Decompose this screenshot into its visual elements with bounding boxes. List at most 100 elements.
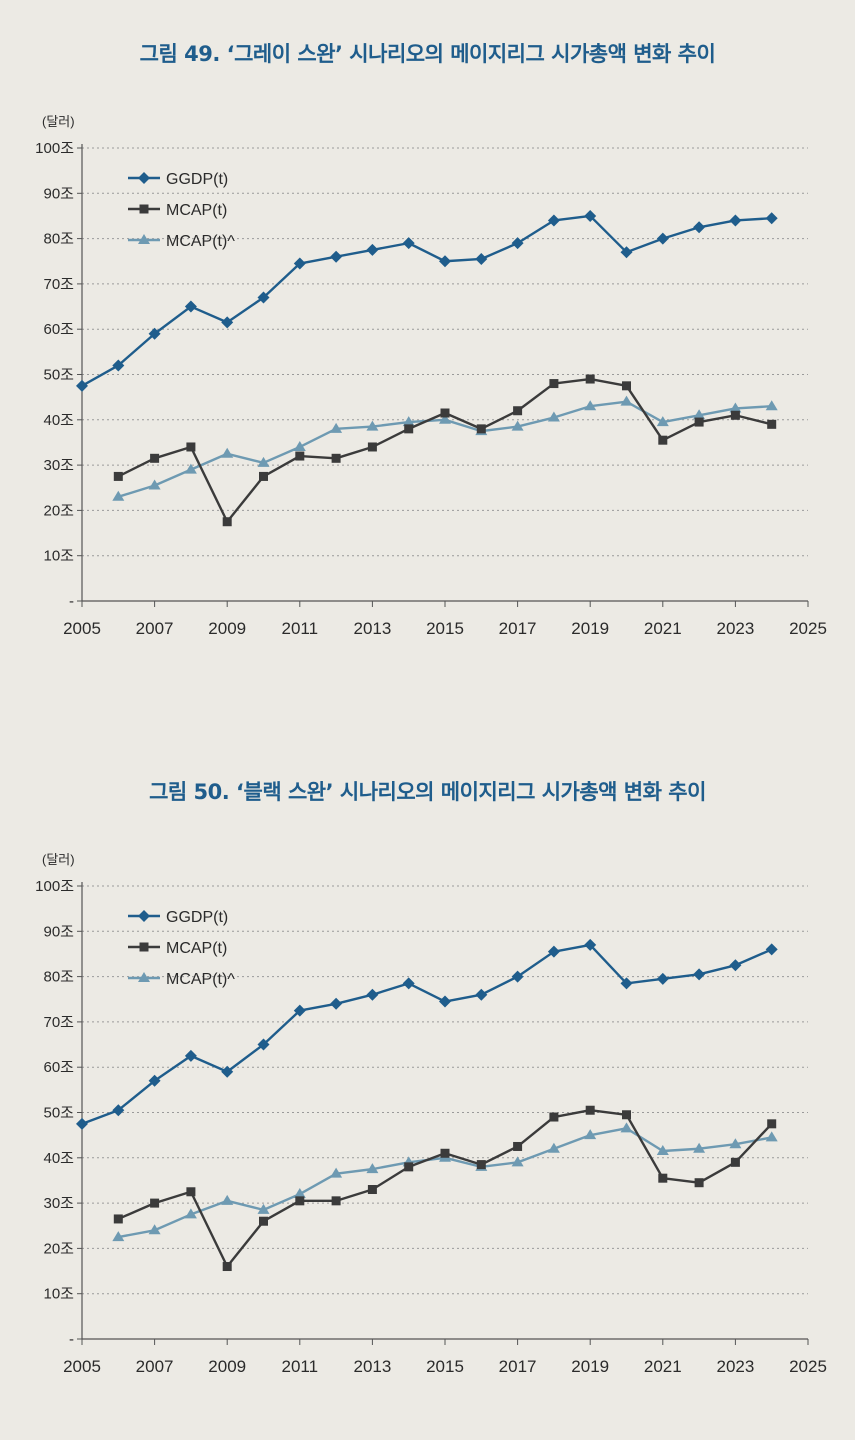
figure-49-chart: (달러) - 10조 20조 30조 40조 50조 60조 70조 80조 90조 100조 2005… — [35, 114, 827, 638]
data-point — [402, 237, 415, 250]
data-point — [295, 451, 305, 461]
data-point — [549, 1112, 559, 1122]
data-point — [113, 1214, 123, 1224]
figure-50-title: 그림 50. ‘블랙 스완’ 시나리오의 메이지리그 시가총액 변화 추이 — [149, 780, 706, 804]
data-point — [584, 209, 597, 222]
legend-swatch-marker — [139, 204, 149, 214]
data-point — [511, 237, 524, 250]
y-tick-label: 30조 — [44, 457, 75, 474]
legend-label: MCAP(t)^ — [166, 233, 235, 250]
x-tick-label: 2005 — [63, 619, 101, 638]
data-point — [513, 1141, 523, 1151]
y-tick-label: 20조 — [44, 502, 75, 519]
x-tick-label: 2013 — [353, 619, 391, 638]
legend-label: GGDP(t) — [166, 171, 228, 188]
legend-swatch-marker — [138, 172, 150, 184]
data-point — [293, 257, 306, 270]
data-point — [584, 938, 597, 951]
x-tick-label: 2013 — [353, 1357, 391, 1376]
x-tick-label: 2017 — [499, 619, 537, 638]
x-tick-label: 2021 — [644, 619, 682, 638]
data-point — [76, 379, 88, 392]
data-point — [186, 1187, 196, 1197]
data-point — [439, 995, 451, 1008]
y-tick-label: 60조 — [44, 321, 75, 338]
y-tick-label: 30조 — [44, 1195, 75, 1212]
data-point — [221, 1065, 234, 1078]
y-tick-label: 40조 — [44, 1150, 75, 1167]
legend: GGDP(t) MCAP(t) MCAP(t)^ — [128, 171, 235, 250]
data-point — [221, 316, 234, 329]
data-point — [257, 456, 270, 467]
data-point — [729, 402, 742, 413]
data-point — [330, 250, 343, 263]
x-tick-label: 2007 — [136, 1357, 174, 1376]
series-line — [81, 943, 773, 1125]
series-line — [81, 214, 772, 387]
data-point — [730, 1157, 740, 1167]
data-point — [221, 447, 234, 458]
y-tick-label: 10조 — [44, 1286, 75, 1303]
data-point — [622, 1110, 631, 1120]
data-point — [148, 479, 161, 490]
legend-item: MCAP(t) — [128, 940, 227, 957]
data-point — [404, 1162, 414, 1172]
y-unit-label: (달러) — [42, 852, 75, 867]
data-point — [585, 374, 595, 384]
data-point — [404, 424, 414, 434]
x-tick-label: 2023 — [716, 1357, 754, 1376]
data-point — [221, 1194, 234, 1205]
legend-swatch-marker — [138, 234, 150, 244]
y-tick-label: 20조 — [44, 1240, 75, 1257]
data-point — [184, 300, 197, 313]
x-tick-label: 2009 — [208, 619, 246, 638]
data-point — [293, 1188, 306, 1199]
data-point — [656, 972, 669, 985]
data-point — [330, 1167, 343, 1178]
data-point — [439, 255, 451, 268]
data-point — [367, 442, 377, 452]
data-point — [511, 970, 524, 983]
data-point — [767, 1119, 777, 1129]
data-point — [112, 359, 125, 372]
data-point — [765, 212, 778, 225]
data-point — [694, 417, 704, 427]
y-tick-label: 70조 — [44, 276, 75, 293]
data-point — [259, 1216, 268, 1226]
y-tick-label: 40조 — [44, 412, 75, 429]
x-tick-label: 2025 — [789, 1357, 827, 1376]
legend-swatch-marker — [138, 910, 150, 922]
series-MCAP(t)^ — [112, 395, 778, 501]
data-point — [366, 1163, 379, 1174]
x-tick-label: 2025 — [789, 619, 827, 638]
series-GGDP(t) — [76, 209, 778, 392]
legend-item: MCAP(t)^ — [128, 971, 235, 988]
x-tick-label: 2005 — [63, 1357, 101, 1376]
data-point — [148, 1074, 161, 1087]
data-point — [440, 1148, 450, 1158]
data-point — [439, 413, 451, 424]
legend-item: MCAP(t)^ — [128, 233, 235, 250]
y-tick-label: 100조 — [35, 878, 74, 895]
data-point — [150, 453, 160, 463]
data-point — [331, 453, 341, 463]
data-point — [511, 420, 524, 431]
data-point — [584, 1129, 597, 1140]
data-point — [293, 1004, 306, 1017]
data-point — [693, 221, 706, 234]
data-point — [767, 419, 777, 429]
data-point — [765, 400, 778, 411]
data-point — [511, 1156, 524, 1167]
data-point — [222, 1262, 232, 1272]
data-point — [112, 490, 125, 501]
data-point — [475, 252, 488, 265]
data-point — [620, 395, 633, 406]
figure-50-chart: (달러) - 10조 20조 30조 40조 50조 60조 70조 80조 90조 100조 2005… — [35, 852, 827, 1376]
series-MCAP(t) — [113, 374, 777, 527]
legend-swatch-marker — [138, 972, 150, 982]
legend-label: MCAP(t) — [166, 940, 227, 957]
data-point — [656, 1145, 669, 1156]
x-tick-label: 2011 — [282, 619, 319, 638]
series-MCAP(t)^ — [112, 1122, 778, 1242]
